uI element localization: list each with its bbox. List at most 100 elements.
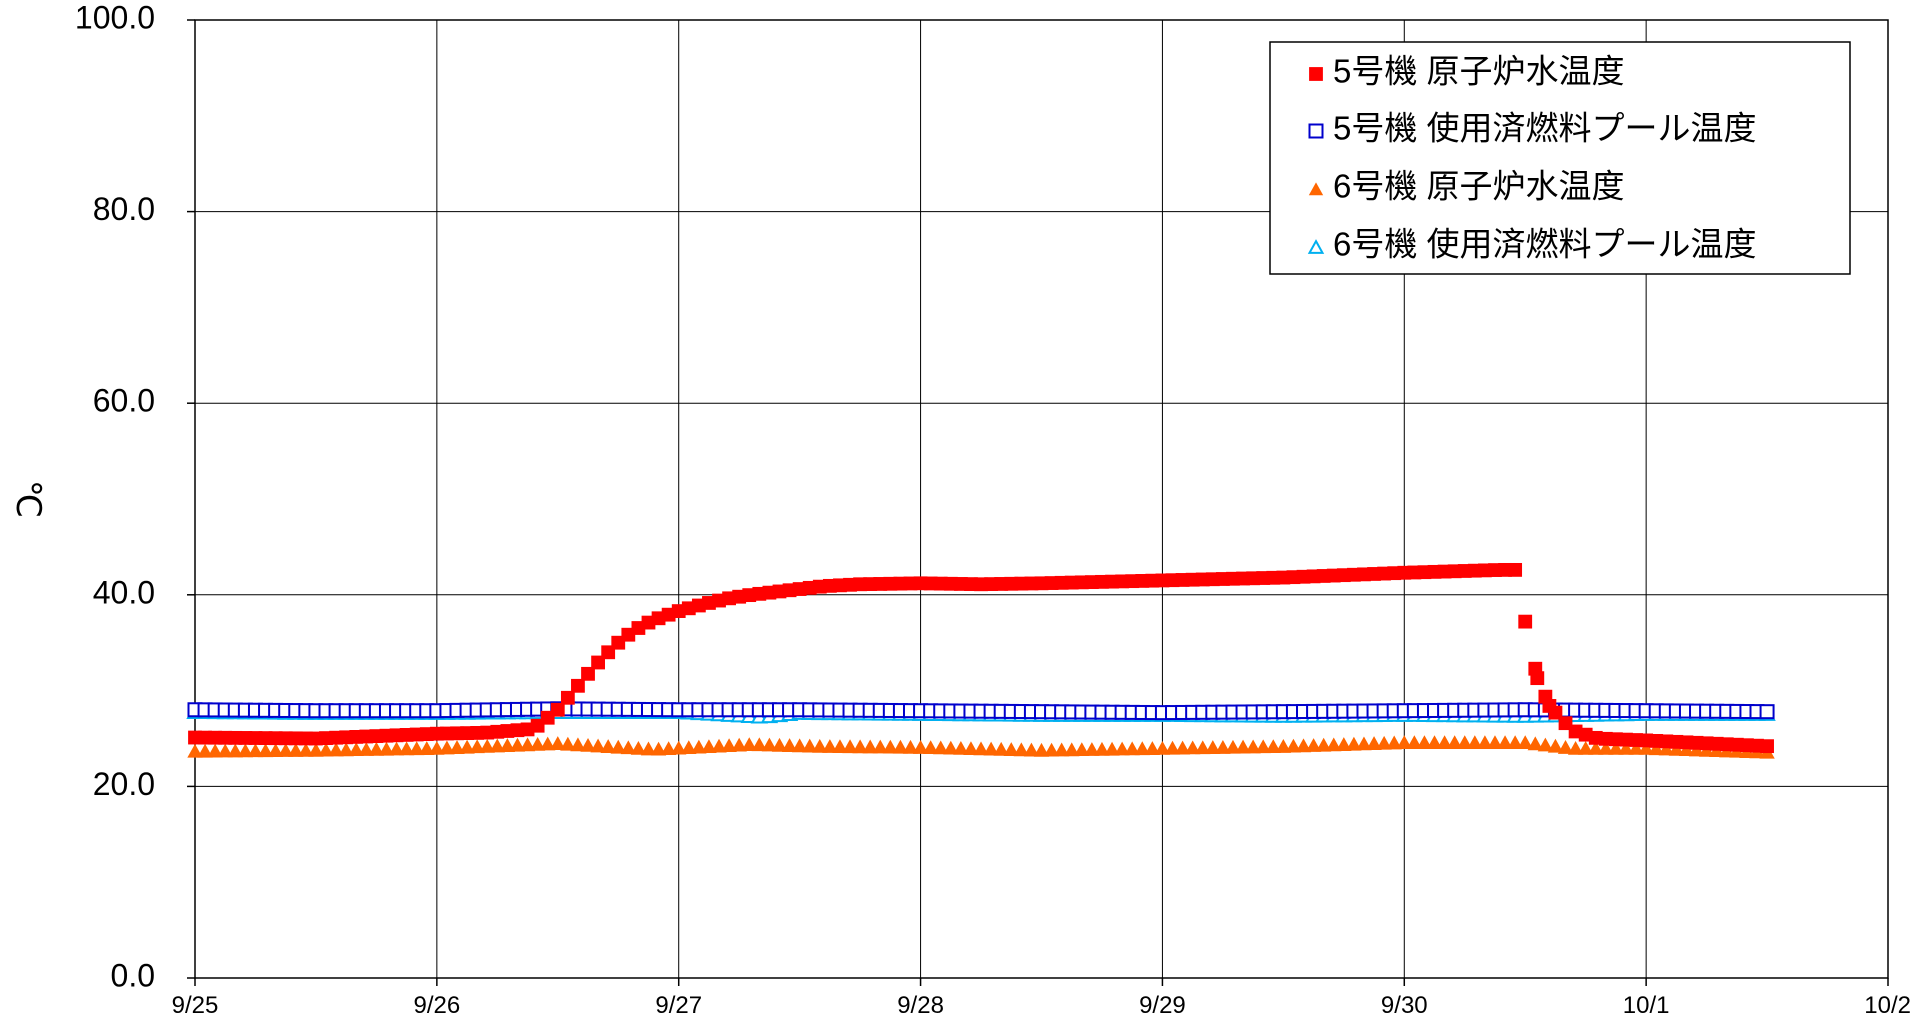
data-point [1759, 704, 1775, 720]
data-point [1497, 735, 1513, 750]
data-point [1336, 737, 1352, 751]
data-point [570, 737, 586, 752]
data-point [1265, 739, 1281, 754]
data-point [1285, 738, 1302, 753]
data-point [1114, 741, 1130, 756]
data-point [1305, 738, 1322, 752]
legend-entry-2: 5号機 使用済燃料プール温度 [1308, 110, 1757, 147]
data-point [1215, 739, 1231, 754]
legend-label: 5号機 原子炉水温度 [1333, 53, 1625, 90]
data-point [459, 739, 475, 754]
data-point [267, 743, 284, 758]
data-point [822, 739, 838, 753]
data-point [1557, 739, 1574, 754]
data-point [993, 741, 1009, 756]
data-point [469, 739, 485, 754]
legend-label: 6号機 原子炉水温度 [1333, 168, 1625, 205]
data-point [771, 737, 788, 752]
data-point [701, 739, 717, 754]
data-point [1235, 739, 1251, 754]
y-tick-label: 0.0 [111, 957, 155, 993]
data-point [681, 740, 697, 755]
data-point [1205, 740, 1221, 754]
data-point [1275, 739, 1292, 753]
data-point [571, 678, 585, 693]
data-point [318, 742, 334, 757]
legend-label: 5号機 使用済燃料プール温度 [1333, 110, 1757, 147]
data-point [791, 738, 808, 753]
data-point [1446, 735, 1463, 750]
data-point [1406, 735, 1423, 750]
data-point [1064, 742, 1080, 757]
data-point [943, 740, 959, 755]
data-point [1457, 735, 1473, 750]
x-tick-label: 9/27 [655, 992, 702, 1019]
data-point [1547, 738, 1564, 753]
data-point [581, 666, 595, 681]
data-point [308, 742, 324, 757]
data-point [1315, 737, 1332, 752]
data-point [630, 740, 647, 755]
x-tick-label: 10/2 [1864, 992, 1911, 1019]
data-point [1134, 741, 1150, 756]
data-point [227, 743, 243, 758]
data-point [802, 738, 818, 753]
data-point [1174, 740, 1191, 755]
data-point [1074, 742, 1090, 757]
data-point [1033, 742, 1050, 757]
data-point [257, 743, 274, 758]
data-point [1542, 699, 1557, 713]
data-point [1326, 737, 1342, 752]
x-tick-label: 10/1 [1623, 992, 1670, 1019]
data-point [540, 736, 556, 751]
data-point [247, 743, 264, 758]
data-point [1567, 740, 1584, 755]
data-point [1598, 740, 1614, 755]
data-point [560, 736, 576, 751]
data-point [479, 738, 495, 753]
data-point [660, 741, 677, 756]
series-1 [188, 562, 1774, 754]
data-point [1628, 740, 1644, 755]
data-point [1225, 739, 1241, 754]
data-point [1638, 740, 1654, 755]
data-point [1477, 735, 1493, 750]
data-point [419, 741, 435, 755]
data-point [1255, 739, 1271, 754]
data-point [1356, 736, 1372, 751]
legend-entry-1: 5号機 原子炉水温度 [1309, 53, 1625, 90]
y-tick-label: 40.0 [93, 574, 155, 610]
data-point [519, 737, 536, 752]
data-point [933, 740, 949, 755]
data-point [1023, 742, 1040, 757]
data-point [1376, 735, 1392, 750]
data-point [983, 741, 999, 756]
data-point [358, 742, 374, 756]
data-point [1396, 735, 1412, 750]
data-point [882, 739, 899, 754]
data-series [186, 562, 1776, 759]
data-point [499, 738, 516, 752]
data-point [509, 737, 526, 752]
series-2 [187, 701, 1775, 721]
x-axis-ticks: 9/25 9/26 9/27 9/28 9/29 9/30 10/1 10/2 [172, 978, 1911, 1019]
data-point [902, 739, 919, 754]
data-point [741, 737, 757, 752]
data-point [872, 739, 888, 754]
data-point [1760, 739, 1774, 754]
data-point [1618, 740, 1634, 755]
data-point [328, 742, 344, 757]
data-point [489, 738, 506, 753]
legend-marker [1307, 239, 1325, 254]
y-axis-ticks: 0.0 20.0 40.0 60.0 80.0 100.0 [75, 0, 195, 993]
data-point [197, 743, 213, 758]
data-point [187, 743, 203, 758]
data-point [1195, 740, 1211, 755]
y-axis-label: ℃ [9, 480, 47, 518]
data-point [1578, 740, 1594, 755]
data-point [650, 741, 667, 756]
data-point [963, 741, 979, 756]
data-point [298, 742, 314, 757]
data-point [912, 739, 929, 754]
